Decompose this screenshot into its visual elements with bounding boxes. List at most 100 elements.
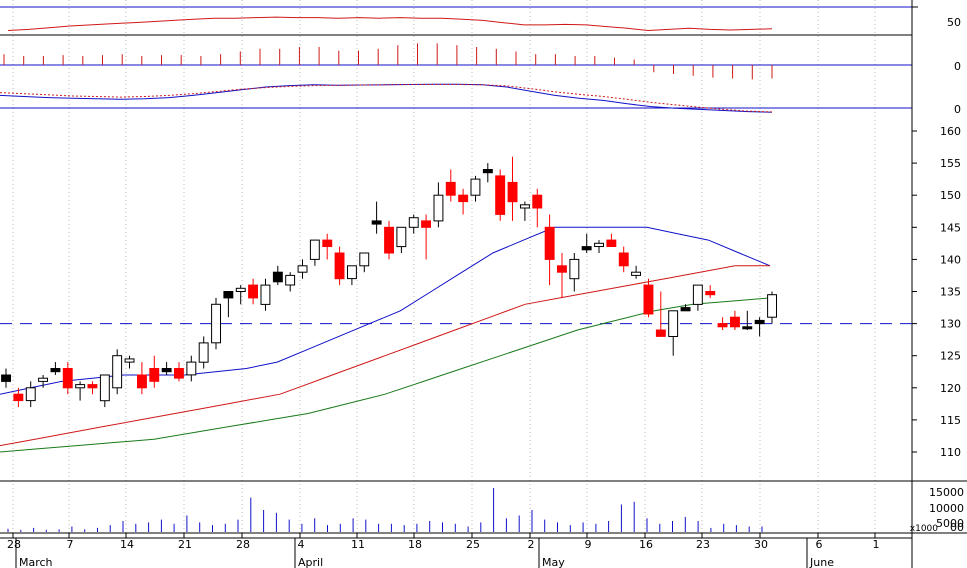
x-tick-label: 21 — [178, 538, 192, 551]
candle-body — [124, 358, 135, 363]
x-tick-label: 23 — [696, 538, 710, 551]
candle-body — [334, 252, 345, 280]
candle-body — [692, 284, 703, 305]
candle-body — [322, 239, 333, 248]
candle-body — [198, 342, 209, 363]
candle-body — [754, 319, 765, 325]
month-label: April — [298, 556, 323, 568]
moving-average-long — [0, 297, 771, 453]
candle-body — [285, 274, 296, 286]
price-tick-label: 110 — [940, 446, 961, 459]
candle-body — [421, 220, 432, 228]
candle-body — [272, 271, 283, 283]
price-tick-label: 140 — [940, 253, 961, 266]
candle-body — [384, 226, 395, 254]
volume-tick-label: 5000 — [936, 517, 964, 530]
macd-line — [0, 83, 773, 113]
candle-body — [495, 175, 506, 215]
candle-body — [1, 374, 11, 382]
candle-body — [25, 387, 36, 402]
candle-body — [186, 361, 197, 376]
candle-body — [149, 368, 160, 382]
candle-body — [408, 217, 419, 228]
candle-body — [742, 326, 753, 330]
candle-body — [618, 252, 629, 267]
candle-body — [631, 271, 641, 276]
volume-unit-label: x1000 — [910, 524, 939, 534]
candle-body — [606, 239, 617, 248]
candle-body — [75, 384, 86, 389]
price-tick-label: 130 — [940, 318, 961, 331]
macd-tick-label: 0 — [954, 103, 961, 116]
oscillator-line — [7, 16, 773, 32]
candle-body — [581, 246, 592, 251]
x-tick-label: 6 — [816, 538, 823, 551]
candle-body — [482, 169, 493, 174]
labels-layer: 5000110115120125130135140145150155160150… — [7, 16, 964, 568]
price-tick-label: 120 — [940, 382, 961, 395]
candle-body — [507, 181, 518, 203]
x-tick-label: 7 — [67, 538, 74, 551]
x-tick-label: 25 — [466, 538, 480, 551]
candle-body — [112, 355, 123, 389]
candle-body — [470, 178, 481, 196]
candle-body — [359, 252, 370, 267]
candle-body — [544, 226, 555, 260]
x-tick-label: 16 — [639, 538, 653, 551]
x-tick-label: 28 — [7, 538, 21, 551]
candle-body — [137, 374, 147, 389]
candle-body — [223, 291, 234, 299]
candle-body — [161, 368, 172, 373]
volume-tick-label: 15000 — [929, 486, 964, 499]
candle-body — [445, 181, 456, 196]
candle-body — [87, 384, 98, 389]
candle-body — [767, 294, 777, 318]
candle-body — [717, 323, 728, 328]
x-tick-label: 2 — [528, 538, 535, 551]
month-label: June — [809, 556, 834, 568]
candle-body — [260, 284, 271, 305]
osc-tick-label: 50 — [947, 16, 961, 29]
x-tick-label: 11 — [351, 538, 365, 551]
macd-signal-line — [0, 84, 773, 113]
price-tick-label: 145 — [940, 221, 961, 234]
candle-body — [248, 284, 259, 299]
x-tick-label: 30 — [754, 538, 768, 551]
hist-tick-label: 0 — [954, 60, 961, 73]
price-tick-label: 150 — [940, 189, 961, 202]
candle-body — [520, 204, 530, 209]
candle-body — [99, 374, 110, 402]
x-tick-label: 1 — [873, 538, 880, 551]
candle-body — [347, 265, 357, 280]
volume-zero-label: 00 — [950, 521, 964, 534]
candle-body — [680, 307, 691, 312]
candle-body — [730, 316, 740, 328]
x-tick-label: 18 — [408, 538, 422, 551]
candle-body — [38, 377, 48, 382]
x-tick-label: 14 — [120, 538, 134, 551]
candle-body — [13, 393, 24, 402]
moving-average-short — [0, 226, 771, 395]
candle-body — [297, 265, 308, 273]
candle-body — [458, 194, 469, 203]
x-tick-label: 28 — [236, 538, 250, 551]
candle-body — [62, 368, 73, 389]
candle-body — [211, 303, 222, 344]
candle-body — [396, 226, 407, 248]
candle-body — [655, 329, 666, 337]
candle-body — [235, 287, 246, 292]
candle-body — [594, 242, 604, 248]
candle-body — [433, 194, 444, 222]
price-tick-label: 125 — [940, 350, 961, 363]
x-tick-label: 9 — [585, 538, 592, 551]
candle-body — [50, 368, 61, 373]
candle-body — [174, 368, 184, 379]
candle-body — [668, 310, 679, 337]
moving-average-mid — [0, 265, 770, 447]
candle-body — [371, 220, 382, 225]
month-label: March — [19, 556, 53, 568]
candle-body — [532, 194, 543, 209]
